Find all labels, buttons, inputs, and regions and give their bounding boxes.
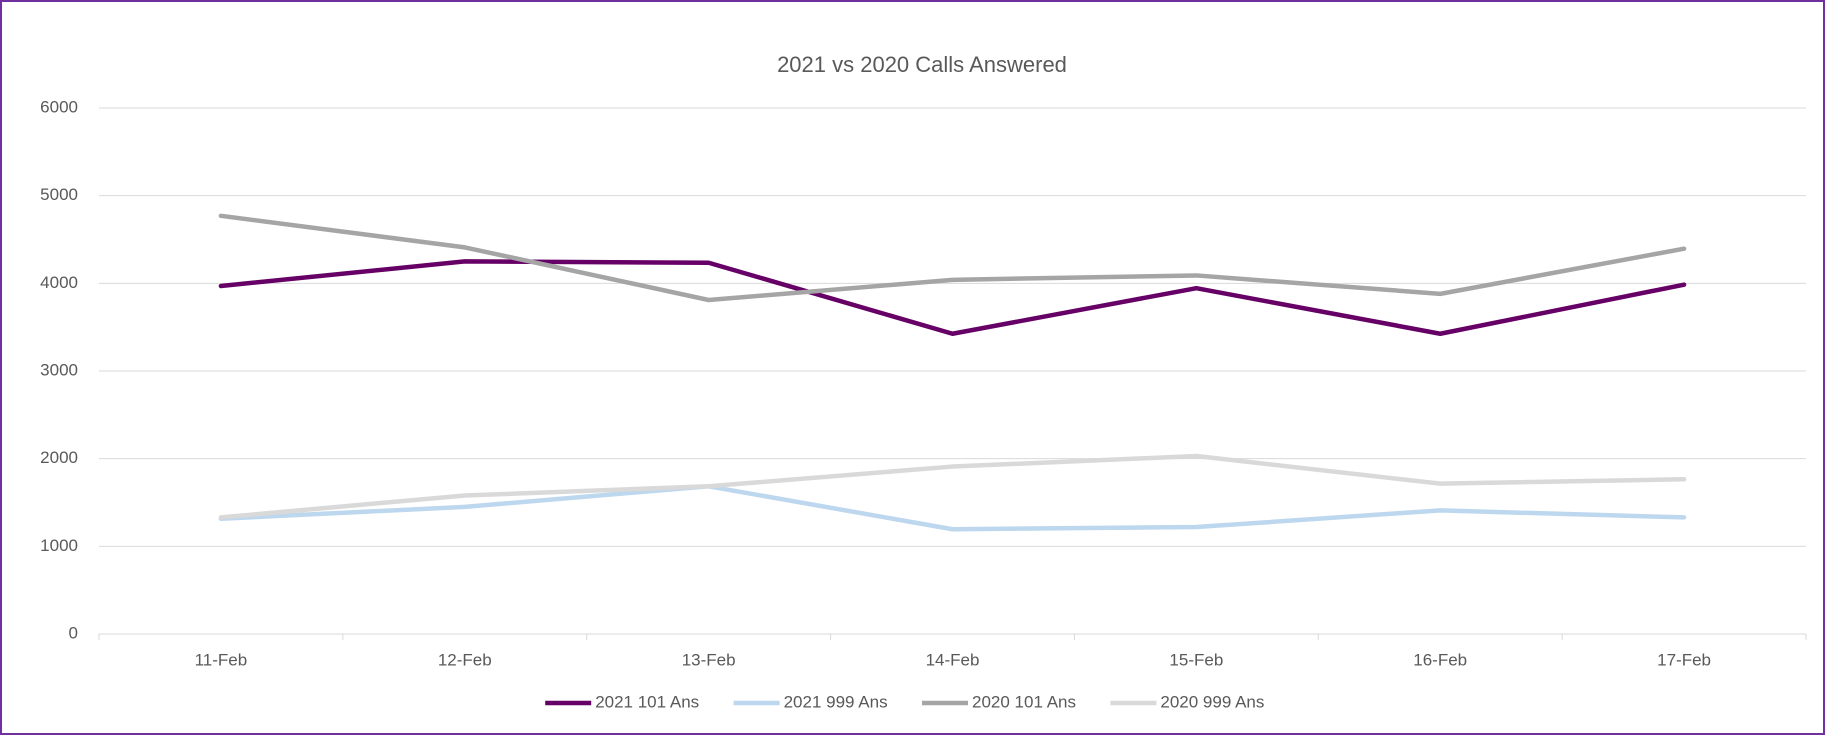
series-line (218, 453, 1687, 520)
x-tick-label: 15-Feb (1169, 650, 1223, 669)
y-tick-label: 3000 (40, 360, 78, 379)
series-line (218, 213, 1687, 303)
y-tick-label: 1000 (40, 536, 78, 555)
y-tick-label: 5000 (40, 185, 78, 204)
x-tick-label: 11-Feb (195, 650, 248, 669)
y-tick-label: 4000 (40, 273, 78, 292)
legend-label: 2020 101 Ans (972, 692, 1076, 711)
series-line (218, 259, 1687, 336)
legend-label: 2021 999 Ans (784, 692, 888, 711)
legend-label: 2020 999 Ans (1160, 692, 1264, 711)
chart-title: 2021 vs 2020 Calls Answered (777, 52, 1067, 77)
series-line (218, 484, 1687, 532)
y-tick-label: 0 (69, 623, 78, 642)
y-tick-label: 6000 (40, 97, 78, 116)
x-tick-label: 14-Feb (926, 650, 980, 669)
x-tick-label: 13-Feb (682, 650, 736, 669)
x-tick-label: 16-Feb (1413, 650, 1467, 669)
x-tick-label: 17-Feb (1657, 650, 1711, 669)
legend-label: 2021 101 Ans (595, 692, 699, 711)
y-tick-label: 2000 (40, 448, 78, 467)
x-tick-label: 12-Feb (438, 650, 492, 669)
